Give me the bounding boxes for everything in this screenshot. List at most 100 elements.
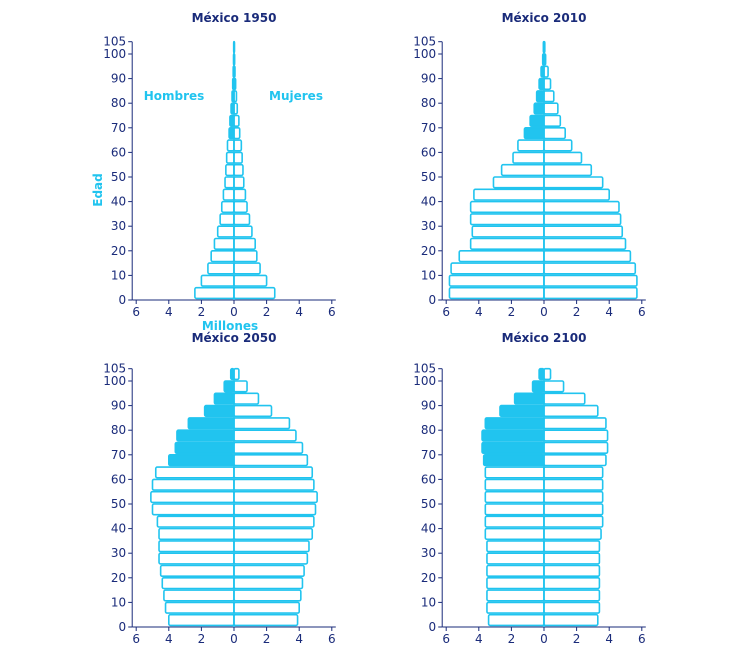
y-tick-label: 60	[421, 472, 436, 486]
y-tick-label: 105	[103, 362, 126, 376]
bar-hombres	[156, 515, 235, 528]
y-axis-label: Edad	[91, 173, 105, 206]
bar-hombres	[481, 441, 545, 454]
bar-hombres	[159, 564, 235, 577]
x-tick-label: 2	[508, 305, 516, 319]
y-tick-label: 30	[421, 546, 436, 560]
bar-mujeres	[543, 453, 607, 467]
x-tick-label: 4	[475, 305, 483, 319]
x-tick-label: 6	[328, 632, 336, 646]
x-tick-label: 6	[442, 632, 450, 646]
bar-mujeres	[233, 576, 304, 590]
y-tick-label: 70	[111, 448, 126, 462]
bar-mujeres	[233, 601, 300, 614]
y-tick-label: 40	[421, 195, 436, 209]
x-tick-label: 2	[573, 305, 581, 319]
bar-mujeres	[233, 417, 291, 430]
bar-mujeres	[543, 564, 601, 577]
bar-mujeres	[543, 515, 604, 528]
bar-mujeres	[543, 90, 555, 103]
bar-hombres	[203, 404, 235, 418]
x-tick-label: 6	[638, 305, 646, 319]
y-tick-label: 90	[421, 399, 436, 413]
bar-mujeres	[543, 404, 599, 418]
y-tick-label: 70	[421, 121, 436, 135]
bar-hombres	[484, 503, 545, 516]
bar-hombres	[225, 151, 235, 164]
y-tick-label: 50	[421, 497, 436, 511]
bar-mujeres	[233, 163, 244, 177]
bar-mujeres	[233, 250, 258, 263]
x-tick-label: 0	[540, 632, 548, 646]
bar-mujeres	[543, 188, 610, 201]
x-tick-label: 2	[198, 305, 206, 319]
bar-hombres	[512, 151, 545, 164]
x-tick-label: 4	[475, 632, 483, 646]
bar-hombres	[450, 262, 545, 275]
bar-hombres	[487, 613, 545, 627]
bar-mujeres	[543, 503, 604, 516]
x-tick-label: 4	[605, 632, 613, 646]
bar-hombres	[216, 225, 235, 238]
y-tick-label: 40	[111, 195, 126, 209]
y-tick-label: 10	[111, 595, 126, 609]
bar-hombres	[529, 114, 545, 127]
y-tick-label: 60	[111, 145, 126, 159]
bar-mujeres	[543, 139, 573, 152]
x-tick-label: 0	[230, 632, 238, 646]
y-tick-label: 10	[421, 268, 436, 282]
bar-mujeres	[543, 225, 624, 238]
y-tick-label: 40	[421, 522, 436, 536]
y-tick-label: 20	[421, 571, 436, 585]
bar-mujeres	[543, 250, 632, 263]
bar-mujeres	[543, 417, 607, 430]
chart-title: México 2010	[502, 11, 587, 25]
bar-mujeres	[543, 102, 559, 115]
x-tick-label: 2	[198, 632, 206, 646]
bar-hombres	[187, 417, 235, 430]
bar-mujeres	[543, 237, 627, 250]
bar-mujeres	[543, 466, 604, 479]
bar-mujeres	[233, 274, 268, 287]
bar-hombres	[168, 453, 235, 467]
x-tick-label: 6	[442, 305, 450, 319]
bar-mujeres	[233, 564, 305, 577]
bar-hombres	[486, 589, 545, 602]
x-tick-label: 2	[508, 632, 516, 646]
y-tick-label: 30	[421, 219, 436, 233]
y-tick-label: 0	[429, 620, 437, 634]
bar-mujeres	[233, 188, 247, 201]
bar-hombres	[486, 601, 545, 614]
y-tick-label: 100	[413, 374, 436, 388]
chart-title: México 2050	[192, 331, 277, 345]
y-tick-label: 60	[111, 472, 126, 486]
bar-hombres	[513, 392, 545, 405]
y-tick-label: 50	[421, 170, 436, 184]
bar-mujeres	[233, 515, 315, 528]
x-tick-label: 2	[263, 632, 271, 646]
bar-mujeres	[543, 151, 583, 164]
bar-hombres	[210, 250, 235, 263]
bar-hombres	[473, 188, 545, 201]
bar-mujeres	[543, 262, 637, 275]
bar-hombres	[220, 200, 235, 214]
x-tick-label: 6	[328, 305, 336, 319]
bar-mujeres	[543, 576, 601, 590]
bar-mujeres	[233, 478, 315, 491]
bar-mujeres	[233, 151, 243, 164]
bar-hombres	[174, 441, 235, 454]
bar-mujeres	[543, 286, 638, 300]
bar-mujeres	[233, 213, 251, 226]
bar-hombres	[469, 213, 545, 226]
bar-mujeres	[543, 176, 604, 189]
bar-hombres	[161, 576, 235, 590]
bar-hombres	[448, 274, 545, 287]
x-axis-label: Millones	[202, 319, 258, 333]
bar-hombres	[484, 527, 545, 541]
bar-hombres	[207, 262, 235, 275]
y-tick-label: 0	[429, 293, 437, 307]
